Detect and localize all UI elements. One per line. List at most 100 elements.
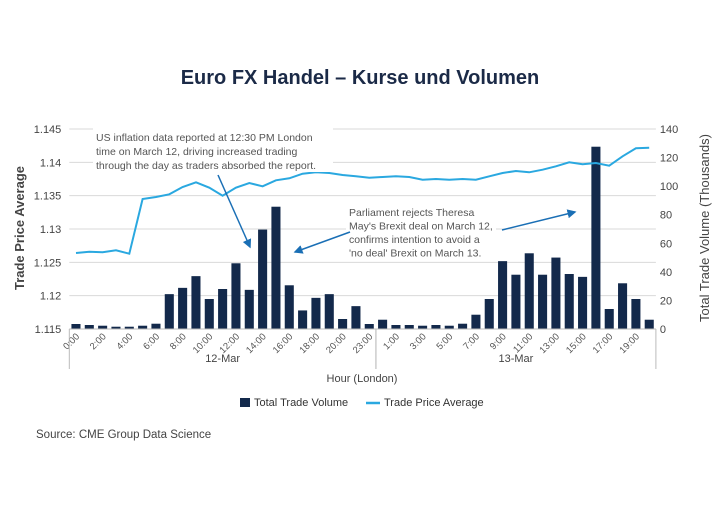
volume-bar [84,325,94,329]
volume-bar [591,146,601,329]
annotation-text: Parliament rejects Theresa [349,207,474,219]
annotation-text: 'no deal' Brexit on March 13. [349,248,481,260]
volume-bar [378,319,388,329]
volume-bar [284,285,294,329]
volume-bar [204,299,214,329]
x-tick-label: 15:00 [564,331,589,356]
chart-title: Euro FX Handel – Kurse und Volumen [181,67,540,89]
volume-bar [71,324,81,329]
x-tick-label: 18:00 [297,331,322,356]
volume-bar [364,324,374,329]
y-left-tick-label: 1.12 [40,291,61,303]
y-left-tick-label: 1.13 [40,224,61,236]
x-tick-label: 17:00 [591,331,616,356]
y-left-tick-label: 1.145 [34,124,62,136]
volume-bar [404,325,414,329]
legend-label-price: Trade Price Average [384,397,484,409]
volume-bar [98,325,108,329]
annotation-text: confirms intention to avoid a [349,234,480,246]
volume-bar [271,206,281,329]
x-tick-label: 13:00 [537,331,562,356]
volume-bar [578,276,588,329]
x-tick-label: 9:00 [488,331,509,352]
y-left-tick-label: 1.115 [35,324,62,336]
volume-bar [604,309,614,329]
y-right-tick-label: 60 [660,238,672,250]
volume-bar [231,263,241,329]
volume-bar [631,299,641,329]
volume-bar [191,276,201,329]
x-tick-label: 3:00 [408,331,429,352]
volume-bar [391,325,401,329]
volume-bar [111,326,121,329]
volume-bar [484,299,494,329]
source-note: Source: CME Group Data Science [36,429,211,441]
annotation-arrow [501,209,577,231]
x-tick-label: 19:00 [617,331,642,356]
annotation-arrow [293,231,351,254]
x-tick-label: 2:00 [88,331,109,352]
volume-bar [258,229,268,329]
annotation-bg [346,204,496,260]
volume-bar [338,319,348,329]
x-tick-label: 0:00 [61,331,82,352]
volume-bar [124,326,134,329]
volume-bar [524,253,534,329]
y-left-tick-label: 1.14 [40,157,61,169]
volume-bar [538,274,548,329]
x-tick-label: 1:00 [381,331,402,352]
y-axis-left-label: Trade Price Average [12,166,27,290]
legend-swatch-volume [240,398,250,407]
y-right-tick-label: 20 [660,295,672,307]
x-axis-label: Hour (London) [327,373,398,385]
volume-bar [444,325,454,329]
x-tick-label: 20:00 [324,331,349,356]
volume-bar [498,261,508,329]
volume-bar [218,289,228,329]
annotation-bg [93,128,333,172]
x-tick-label: 8:00 [168,331,189,352]
volume-bar [618,283,628,329]
volume-bar [458,323,468,329]
y-right-tick-label: 140 [660,124,678,136]
legend-label-volume: Total Trade Volume [254,397,348,409]
volume-bar [138,325,148,329]
volume-bar [244,289,254,329]
volume-bar [298,310,308,329]
annotation-text: May's Brexit deal on March 12, [349,221,493,233]
x-tick-label: 11:00 [511,331,535,355]
x-tick-label: 4:00 [115,331,136,352]
group-label: 13-Mar [498,353,533,365]
volume-bar [564,274,574,329]
x-tick-label: 14:00 [244,331,269,356]
annotation-text: time on March 12, driving increased trad… [96,146,298,158]
x-tick-label: 16:00 [271,331,296,356]
annotation-text: through the day as traders absorbed the … [96,160,316,172]
volume-bar [644,319,654,329]
y-right-tick-label: 40 [660,267,672,279]
volume-bar [311,297,321,329]
volume-bar [431,325,441,329]
y-right-tick-label: 100 [660,181,678,193]
y-left-tick-label: 1.135 [34,191,62,203]
x-tick-label: 23:00 [351,331,376,356]
legend: Total Trade Volume Trade Price Average [240,397,484,409]
y-right-tick-label: 120 [660,153,678,165]
x-tick-label: 6:00 [141,331,162,352]
y-right-tick-label: 0 [660,324,666,336]
volume-bar [418,325,428,329]
x-tick-label: 5:00 [435,331,456,352]
x-tick-label: 7:00 [461,331,482,352]
annotation-text: US inflation data reported at 12:30 PM L… [96,132,313,144]
volume-bar [511,274,521,329]
volume-bar [178,287,188,329]
volume-bar [351,306,361,329]
price-line [75,146,650,255]
volume-bar [164,294,174,329]
y-left-tick-label: 1.125 [34,257,62,269]
y-axis-right-label: Total Trade Volume (Thousands) [697,134,712,322]
volume-bar [324,294,334,329]
annotation-arrow [217,174,252,249]
volume-bar [471,314,481,329]
